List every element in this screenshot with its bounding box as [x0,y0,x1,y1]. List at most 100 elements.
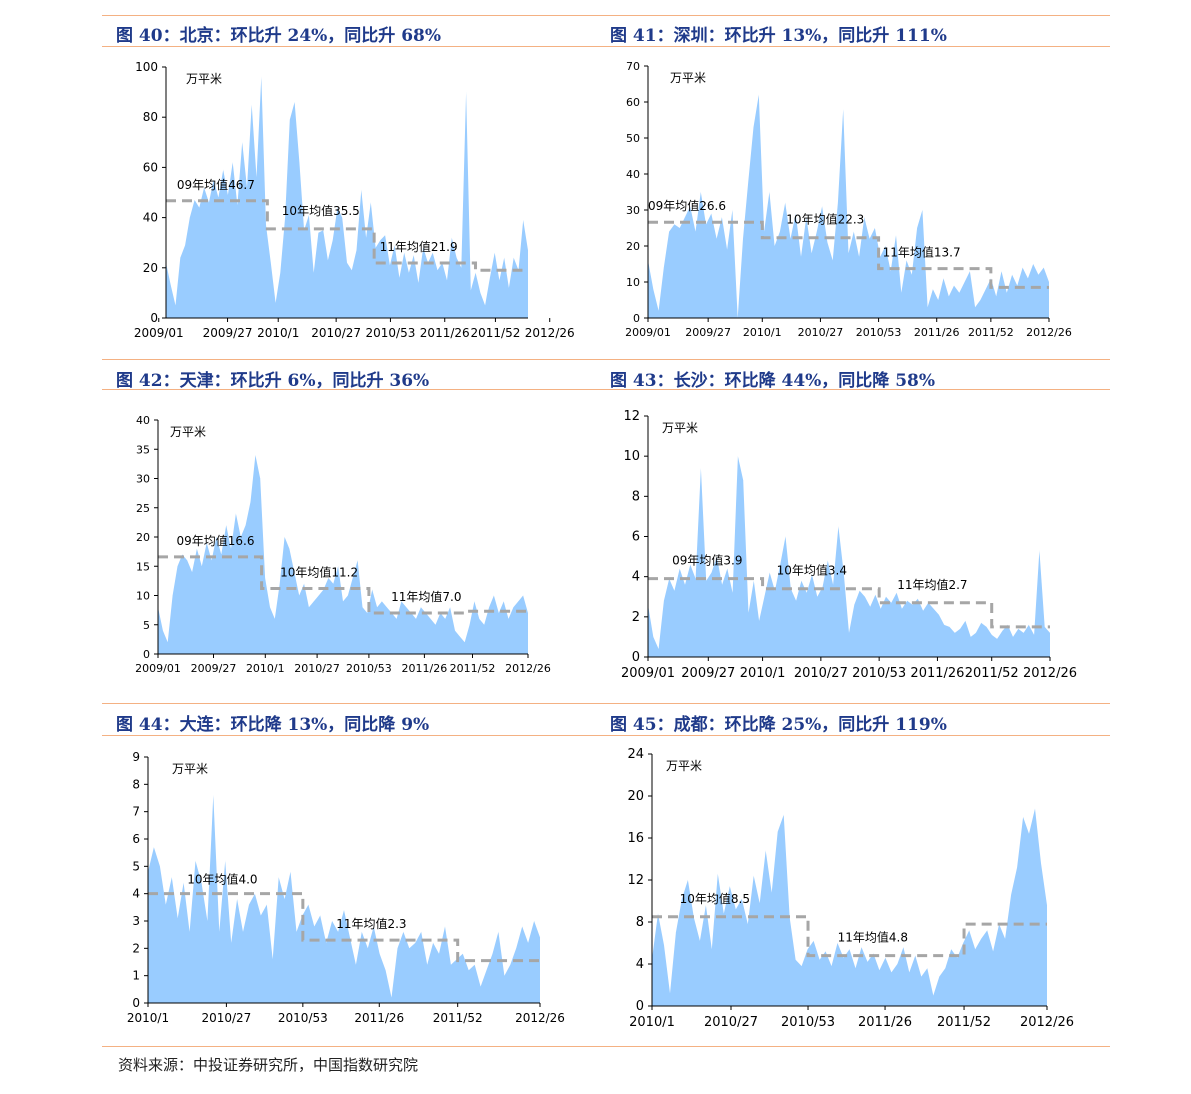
x-tick-label: 2011/52 [968,326,1014,339]
y-tick-label: 50 [626,132,640,145]
y-tick-label: 8 [132,777,140,791]
y-tick-label: 0 [632,650,640,665]
y-tick-label: 0 [132,996,140,1010]
average-label: 11年均值2.7 [897,577,967,592]
average-label: 11年均值2.3 [336,916,406,931]
x-tick-label: 2010/27 [311,326,361,340]
chart-title-dalian: 图 44：大连：环比降 13%，同比降 9% [116,715,430,735]
x-tick-label: 2011/26 [858,1015,912,1030]
y-tick-label: 15 [136,560,150,573]
y-tick-label: 1 [132,969,140,983]
rule-row3-title [102,735,1110,736]
x-tick-label: 2012/26 [505,662,551,675]
average-label: 09年均值16.6 [177,533,255,548]
x-tick-label: 2010/1 [743,326,782,339]
area-series [166,77,528,318]
y-tick-label: 30 [136,473,150,486]
y-tick-label: 35 [136,443,150,456]
area-series [648,94,1049,318]
average-label: 10年均值11.2 [280,565,358,580]
average-label: 09年均值26.6 [648,198,726,213]
y-tick-label: 20 [143,261,158,275]
unit-label: 万平米 [666,759,702,773]
x-tick-label: 2011/52 [433,1011,483,1025]
y-tick-label: 20 [626,240,640,253]
y-tick-label: 5 [143,619,150,632]
average-step-line [148,892,540,963]
x-tick-label: 2010/1 [127,1011,169,1025]
average-step-line [648,220,1049,289]
average-step-line [166,199,528,272]
y-tick-label: 10 [136,590,150,603]
x-tick-label: 2010/1 [740,666,786,681]
chart-title-chengdu: 图 45：成都：环比降 25%，同比升 119% [610,715,947,735]
y-tick-label: 7 [132,805,140,819]
y-tick-label: 24 [627,747,644,762]
unit-label: 万平米 [170,425,206,439]
y-tick-label: 8 [632,489,640,504]
average-label: 11年均值4.8 [838,930,908,945]
x-tick-label: 2010/27 [704,1015,758,1030]
y-tick-label: 30 [626,204,640,217]
unit-label: 万平米 [662,421,698,435]
x-tick-label: 2009/01 [135,662,181,675]
y-tick-label: 12 [623,409,640,424]
rule-row1-title [102,46,1110,47]
x-tick-label: 2009/27 [191,662,237,675]
rule-row3-top [102,703,1110,704]
unit-label: 万平米 [670,71,706,85]
y-tick-label: 2 [132,941,140,955]
x-tick-label: 2009/27 [681,666,735,681]
chart-title-shenzhen: 图 41：深圳：环比升 13%，同比升 111% [610,26,947,46]
x-tick-label: 2012/26 [525,326,575,340]
x-tick-label: 2011/52 [965,666,1019,681]
rule-row2-title [102,389,1110,390]
average-label: 10年均值4.0 [187,872,257,887]
x-tick-label: 2011/26 [354,1011,404,1025]
y-tick-label: 4 [132,887,140,901]
average-label: 10年均值3.4 [777,563,847,578]
rule-top [102,15,1110,16]
x-tick-label: 2011/52 [470,326,520,340]
y-tick-label: 20 [627,789,644,804]
y-tick-label: 10 [626,276,640,289]
y-tick-label: 0 [143,648,150,661]
y-tick-label: 2 [632,610,640,625]
y-tick-label: 4 [632,570,640,585]
area-series [148,795,540,1003]
rule-bottom [102,1046,1110,1047]
x-tick-label: 2010/53 [852,666,906,681]
x-tick-label: 2009/01 [621,666,675,681]
x-tick-label: 2011/26 [420,326,470,340]
x-tick-label: 2012/26 [1026,326,1072,339]
x-tick-label: 2010/53 [781,1015,835,1030]
x-tick-label: 2010/27 [798,326,844,339]
chart-title-changsha: 图 43：长沙：环比降 44%，同比降 58% [610,371,936,391]
average-step-line [652,915,1047,958]
average-label: 09年均值46.7 [177,177,255,192]
y-tick-label: 12 [627,873,644,888]
x-tick-label: 2011/52 [450,662,496,675]
source-note: 资料来源：中投证券研究所，中国指数研究院 [118,1056,419,1074]
y-tick-label: 25 [136,502,150,515]
rule-row2-top [102,359,1110,360]
y-tick-label: 3 [132,914,140,928]
y-tick-label: 100 [135,60,158,74]
average-step-line [648,577,1050,629]
x-tick-label: 2009/27 [203,326,253,340]
x-tick-label: 2012/26 [515,1011,565,1025]
y-tick-label: 0 [636,999,644,1014]
y-tick-label: 16 [627,831,644,846]
average-label: 11年均值21.9 [380,239,458,254]
chart-title-beijing: 图 40：北京：环比升 24%，同比升 68% [116,26,442,46]
y-tick-label: 80 [143,110,158,124]
y-tick-label: 4 [636,957,644,972]
y-tick-label: 6 [132,832,140,846]
y-tick-label: 5 [132,859,140,873]
